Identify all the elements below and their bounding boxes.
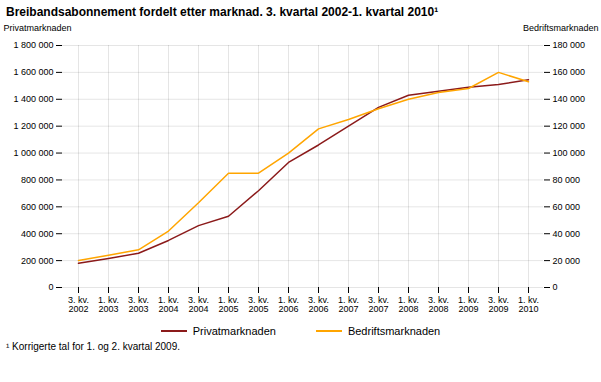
svg-text:800 000: 800 000 xyxy=(21,175,54,185)
svg-text:20 000: 20 000 xyxy=(553,255,581,265)
svg-text:3. kv.2003: 3. kv.2003 xyxy=(128,295,149,314)
svg-text:1. kv.2009: 1. kv.2009 xyxy=(458,295,479,314)
svg-text:3. kv.2004: 3. kv.2004 xyxy=(188,295,209,314)
svg-text:Privatmarknaden: Privatmarknaden xyxy=(4,23,72,33)
html-text:Breibandsabonnement fordelt et: Breibandsabonnement fordelt etter markna… xyxy=(6,5,439,19)
svg-text:1. kv.2008: 1. kv.2008 xyxy=(398,295,419,314)
svg-text:80 000: 80 000 xyxy=(553,175,581,185)
svg-text:0: 0 xyxy=(48,282,53,292)
svg-text:1. kv.2006: 1. kv.2006 xyxy=(278,295,299,314)
svg-text:3. kv.2009: 3. kv.2009 xyxy=(488,295,509,314)
svg-text:1 000 000: 1 000 000 xyxy=(13,148,53,158)
svg-text:1. kv.2007: 1. kv.2007 xyxy=(338,295,359,314)
svg-text:1. kv.2010: 1. kv.2010 xyxy=(518,295,539,314)
svg-text:3. kv.2002: 3. kv.2002 xyxy=(68,295,89,314)
html-text:¹ Korrigerte tal for 1. og 2.: ¹ Korrigerte tal for 1. og 2. kvartal 20… xyxy=(6,341,180,352)
svg-text:120 000: 120 000 xyxy=(553,121,586,131)
svg-text:400 000: 400 000 xyxy=(21,229,54,239)
svg-text:0: 0 xyxy=(553,282,558,292)
svg-text:1 800 000: 1 800 000 xyxy=(13,40,53,50)
svg-text:40 000: 40 000 xyxy=(553,229,581,239)
svg-text:Bedriftsmarknaden: Bedriftsmarknaden xyxy=(523,23,599,33)
svg-text:200 000: 200 000 xyxy=(21,255,54,265)
svg-text:1. kv.2004: 1. kv.2004 xyxy=(158,295,179,314)
svg-text:3. kv.2005: 3. kv.2005 xyxy=(248,295,269,314)
svg-text:180 000: 180 000 xyxy=(553,40,586,50)
html-text:Bedriftsmarknaden: Bedriftsmarknaden xyxy=(347,325,441,337)
svg-text:100 000: 100 000 xyxy=(553,148,586,158)
svg-text:1 600 000: 1 600 000 xyxy=(13,67,53,77)
svg-text:1 200 000: 1 200 000 xyxy=(13,121,53,131)
svg-text:1 400 000: 1 400 000 xyxy=(13,94,53,104)
svg-text:160 000: 160 000 xyxy=(553,67,586,77)
svg-text:600 000: 600 000 xyxy=(21,202,54,212)
svg-text:1. kv.2003: 1. kv.2003 xyxy=(98,295,119,314)
svg-text:60 000: 60 000 xyxy=(553,202,581,212)
svg-text:3. kv.2006: 3. kv.2006 xyxy=(308,295,329,314)
svg-text:140 000: 140 000 xyxy=(553,94,586,104)
svg-text:3. kv.2007: 3. kv.2007 xyxy=(368,295,389,314)
svg-text:3. kv.2008: 3. kv.2008 xyxy=(428,295,449,314)
html-text:Privatmarknaden: Privatmarknaden xyxy=(192,325,276,337)
svg-text:1. kv.2005: 1. kv.2005 xyxy=(218,295,239,314)
